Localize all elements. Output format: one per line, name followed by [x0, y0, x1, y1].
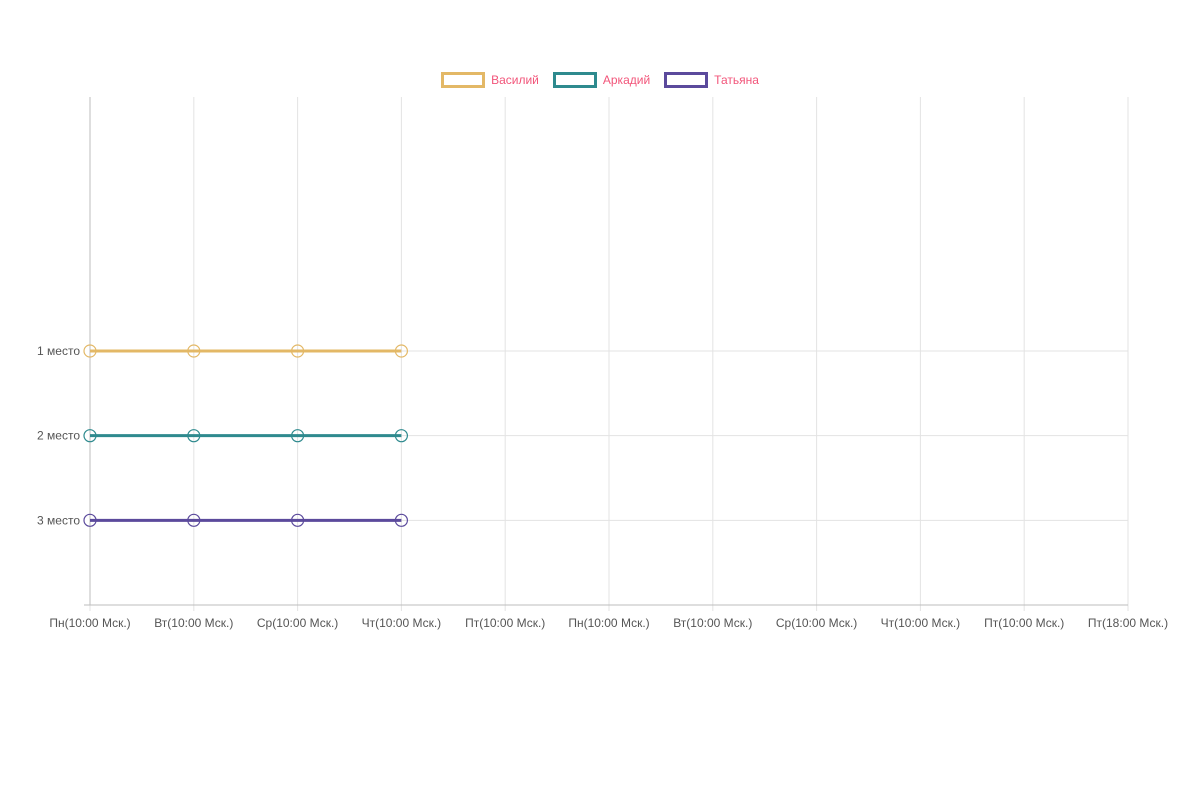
data-point	[83, 344, 97, 358]
x-tick-label: Ср(10:00 Мск.)	[776, 616, 857, 630]
legend-item-arkady[interactable]: Аркадий	[552, 72, 651, 88]
data-point	[187, 513, 201, 527]
legend-swatch-vasily	[441, 72, 486, 88]
data-point	[83, 429, 97, 443]
x-tick-label: Пн(10:00 Мск.)	[568, 616, 649, 630]
x-tick-label: Чт(10:00 Мск.)	[881, 616, 961, 630]
y-tick-label: 2 место	[37, 429, 80, 443]
data-point	[291, 513, 305, 527]
legend-swatch-tatyana	[664, 72, 709, 88]
chart-legend: Василий Аркадий Татьяна	[0, 72, 1200, 88]
legend-label-vasily: Василий	[491, 73, 539, 87]
x-tick-label: Чт(10:00 Мск.)	[362, 616, 442, 630]
x-tick-label: Вт(10:00 Мск.)	[154, 616, 233, 630]
data-point	[187, 344, 201, 358]
data-point	[394, 344, 408, 358]
legend-item-tatyana[interactable]: Татьяна	[664, 72, 759, 88]
data-point	[291, 344, 305, 358]
legend-item-vasily[interactable]: Василий	[441, 72, 539, 88]
x-tick-label: Пт(10:00 Мск.)	[984, 616, 1064, 630]
data-point	[83, 513, 97, 527]
data-point	[394, 429, 408, 443]
x-tick-label: Пн(10:00 Мск.)	[49, 616, 130, 630]
data-point	[394, 513, 408, 527]
data-point	[187, 429, 201, 443]
x-tick-label: Пт(18:00 Мск.)	[1088, 616, 1168, 630]
legend-swatch-arkady	[552, 72, 597, 88]
y-tick-label: 3 место	[37, 513, 80, 527]
y-tick-label: 1 место	[37, 344, 80, 358]
x-tick-label: Вт(10:00 Мск.)	[673, 616, 752, 630]
data-point	[291, 429, 305, 443]
legend-label-arkady: Аркадий	[602, 73, 651, 87]
x-tick-label: Пт(10:00 Мск.)	[465, 616, 545, 630]
legend-label-tatyana: Татьяна	[714, 73, 759, 87]
x-tick-label: Ср(10:00 Мск.)	[257, 616, 338, 630]
